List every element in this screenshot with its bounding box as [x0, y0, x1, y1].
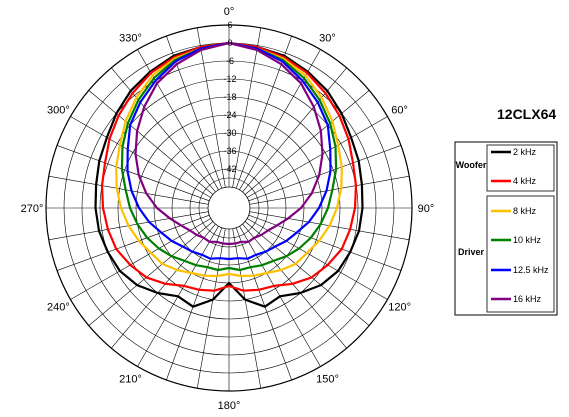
series-line-10-khz [120, 41, 338, 272]
grid-spoke [249, 175, 410, 205]
grid-spoke [56, 145, 210, 202]
grid-spoke [248, 214, 402, 271]
grid-spoke [232, 228, 262, 389]
radial-tick-label: -24 [223, 110, 236, 120]
grid-spoke [242, 223, 347, 349]
grid-spoke [239, 49, 321, 190]
grid-spoke [111, 223, 216, 349]
polar-curves [94, 41, 364, 308]
radial-tick-label: 0 [227, 38, 232, 48]
series-line-4-khz [100, 41, 358, 292]
grid-spoke [88, 90, 214, 195]
series-line-12-5-khz [126, 41, 332, 261]
grid-spoke [70, 116, 211, 198]
radial-tick-labels: 6 0 -6 -12 -18 -24 -30 -36 -42 [223, 20, 236, 174]
series-line-2-khz [94, 41, 364, 308]
legend-label: 8 kHz [513, 206, 537, 216]
grid-spoke [196, 228, 226, 389]
radial-tick-label: -12 [223, 74, 236, 84]
angle-tick-label: 270° [21, 203, 44, 215]
angle-tick-label: 30° [319, 32, 336, 44]
legend-group-label: Woofer [456, 160, 487, 170]
legend-group-label: Driver [458, 247, 485, 257]
legend-label: 4 kHz [513, 176, 537, 186]
grid-spoke [244, 221, 370, 326]
legend-label: 12.5 kHz [513, 265, 549, 275]
angle-tick-label: 60° [391, 105, 408, 117]
angle-tick-label: 240° [47, 302, 70, 314]
angle-tick-label: 120° [388, 302, 411, 314]
radial-tick-label: -42 [223, 164, 236, 174]
legend-label: 10 kHz [513, 235, 542, 245]
radial-tick-label: -30 [223, 128, 236, 138]
grid-spoke [248, 145, 402, 202]
angle-tick-label: 180° [218, 400, 241, 412]
grid-spoke [196, 27, 226, 188]
series-line-16-khz [134, 41, 324, 246]
grid-spoke [88, 221, 214, 326]
legend-label: 2 kHz [513, 147, 537, 157]
legend: 2 kHz 4 kHz 8 kHz 10 kHz 12.5 kHz 16 kHz Woofe… [454, 141, 558, 316]
radial-tick-label: 6 [227, 20, 232, 30]
series-line-8-khz [115, 41, 343, 278]
grid-spoke [235, 227, 292, 381]
angle-tick-labels: 0° 30° 60° 90° 120° 150° 180° 210° 240° 270° 300° 3… [21, 6, 435, 412]
radial-tick-label: -6 [226, 56, 234, 66]
radial-tick-label: -18 [223, 92, 236, 102]
angle-tick-label: 300° [47, 105, 70, 117]
grid-spoke [166, 227, 223, 381]
inner-ring [207, 186, 251, 230]
grid-spoke [232, 27, 262, 188]
grid-spoke [111, 67, 216, 193]
grid-spoke [242, 67, 347, 193]
radial-tick-label: -36 [223, 146, 236, 156]
angle-tick-label: 330° [119, 32, 142, 44]
grid-spoke [70, 218, 211, 300]
grid-spoke [247, 218, 388, 300]
grid-spoke [137, 49, 219, 190]
grid-spoke [244, 90, 370, 195]
legend-group-box [486, 195, 555, 313]
angle-tick-label: 90° [418, 203, 435, 215]
angle-tick-label: 0° [224, 6, 235, 18]
legend-label: 16 kHz [513, 294, 542, 304]
chart-title: 12CLX64 [497, 106, 556, 122]
angle-tick-label: 150° [316, 374, 339, 386]
angle-tick-label: 210° [119, 374, 142, 386]
grid-spoke [56, 214, 210, 271]
grid-spoke [48, 175, 209, 205]
grid-spoke [247, 116, 388, 198]
